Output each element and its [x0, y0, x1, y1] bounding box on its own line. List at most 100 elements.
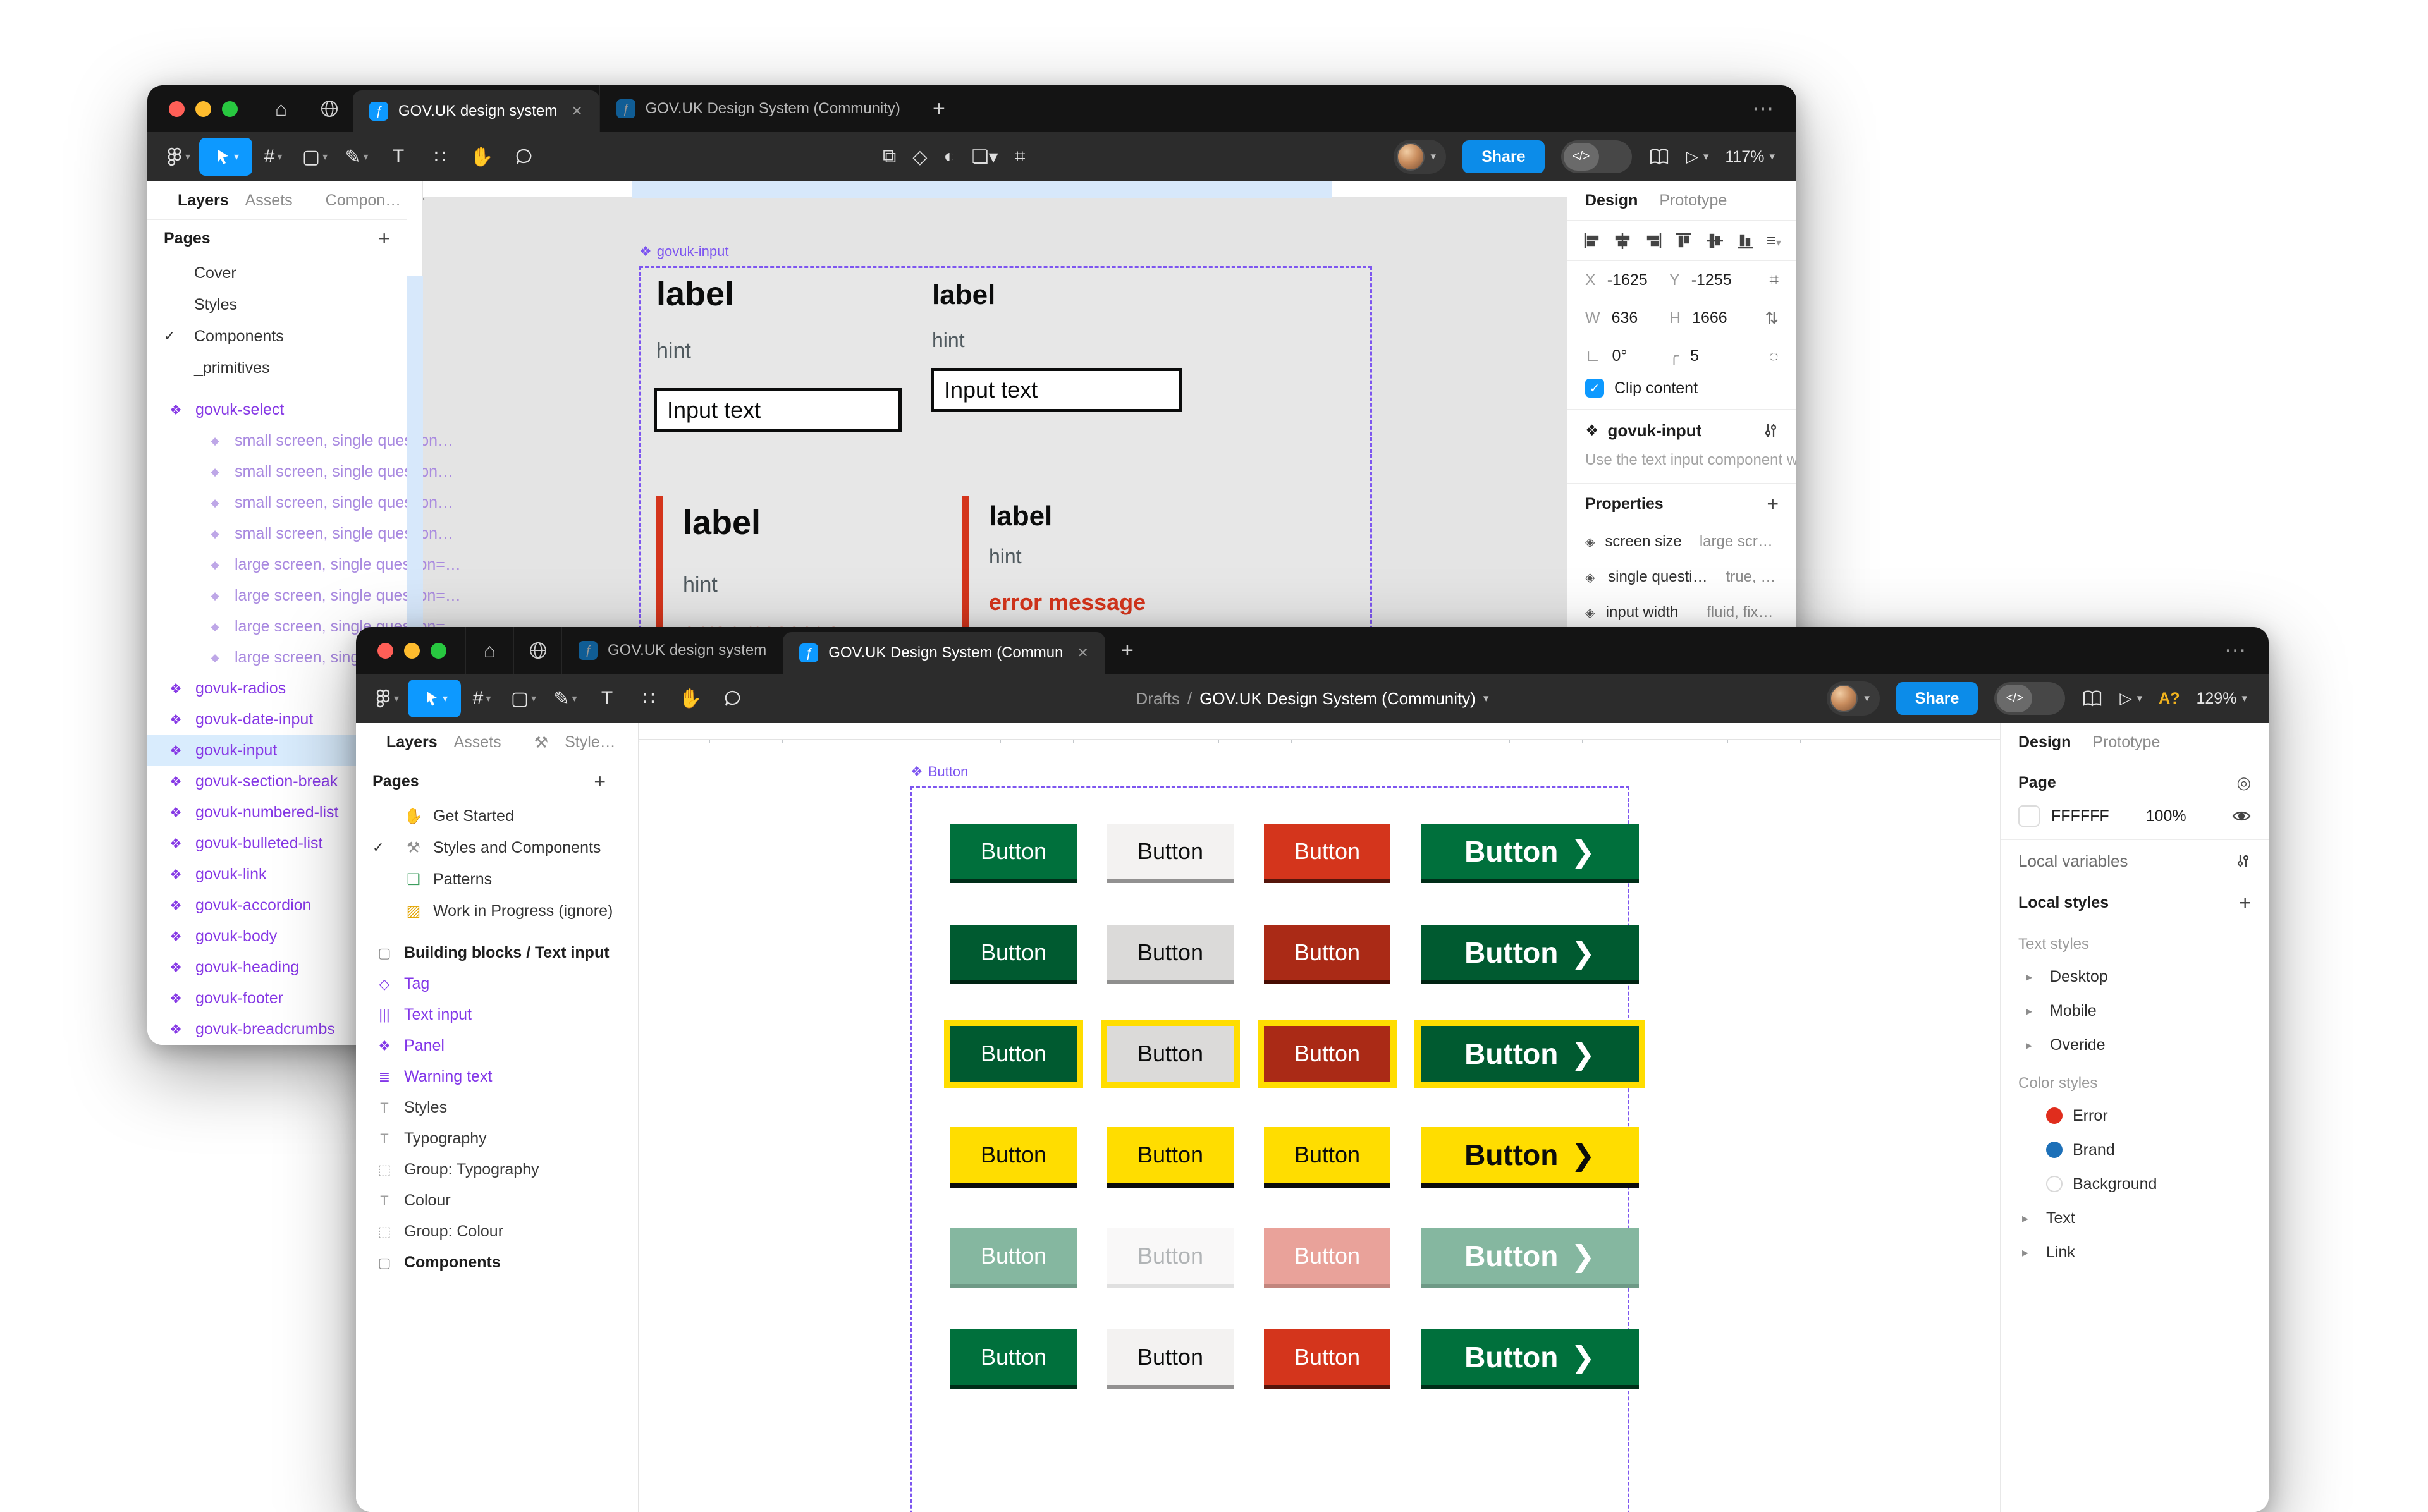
property-row[interactable]: ◈ screen size large screen, sm…: [1567, 524, 1796, 559]
layer-item[interactable]: ❖ govuk-body: [147, 921, 407, 952]
govuk-button[interactable]: Button: [1258, 1020, 1397, 1088]
add-page-button[interactable]: +: [594, 769, 606, 793]
govuk-button[interactable]: Button: [944, 1020, 1083, 1088]
layer-item[interactable]: ⬚ Group: Colour: [356, 1216, 622, 1247]
close-tab-icon[interactable]: ✕: [1077, 645, 1089, 661]
tab-assets[interactable]: Assets: [245, 191, 293, 209]
govuk-button[interactable]: Button: [1107, 1127, 1234, 1183]
govuk-button[interactable]: Button ❯: [1421, 1329, 1639, 1385]
file-tab-govuk-design-system[interactable]: ƒ GOV.UK design system ✕: [353, 90, 599, 132]
fill-hex-value[interactable]: FFFFFF: [2051, 807, 2109, 825]
minimize-window-button[interactable]: [404, 642, 420, 659]
fill-opacity-value[interactable]: 100%: [2145, 807, 2186, 825]
govuk-button[interactable]: Button: [950, 1127, 1077, 1183]
govuk-button[interactable]: Button ❯: [1414, 1020, 1645, 1088]
property-row[interactable]: ◈ input width fluid, fixed width: [1567, 595, 1796, 630]
layer-item[interactable]: ◆ small screen, single question…: [147, 456, 453, 487]
layer-item[interactable]: ◆ large screen, single question=…: [147, 549, 460, 580]
resources-tool-button[interactable]: ∷: [628, 680, 670, 717]
layer-item[interactable]: ❖ govuk-numbered-list: [147, 797, 407, 828]
layer-item[interactable]: ❖ govuk-accordion: [147, 890, 407, 921]
fullscreen-window-button[interactable]: [431, 642, 446, 659]
comment-tool-button[interactable]: [503, 138, 544, 176]
tab-prototype[interactable]: Prototype: [2092, 733, 2161, 751]
layer-item[interactable]: ◆ small screen, single question…: [147, 425, 453, 456]
share-button[interactable]: Share: [1896, 682, 1978, 715]
library-book-icon[interactable]: [1648, 147, 1670, 166]
community-button[interactable]: [513, 627, 561, 674]
dev-mode-toggle[interactable]: </>: [1994, 682, 2066, 715]
expand-arrow-icon[interactable]: ▸: [2026, 970, 2033, 984]
govuk-button[interactable]: Button: [1101, 1020, 1240, 1088]
library-book-icon[interactable]: [2082, 689, 2103, 708]
page-item[interactable]: ▨ Work in Progress (ignore): [356, 895, 622, 927]
govuk-button[interactable]: Button: [1264, 824, 1390, 879]
tab-layers[interactable]: Layers: [178, 191, 229, 209]
expand-arrow-icon[interactable]: ▸: [2026, 1038, 2033, 1052]
page-item[interactable]: ✓ ⚒ Styles and Components: [356, 832, 622, 863]
height-value[interactable]: 1666: [1692, 308, 1727, 327]
govuk-text-input[interactable]: Input text: [931, 368, 1182, 412]
color-style-item[interactable]: Error: [2001, 1099, 2269, 1133]
layer-item[interactable]: ▢ Building blocks / Text input: [356, 937, 622, 968]
dev-resources-icon[interactable]: ⌗: [1014, 146, 1026, 167]
mask-icon[interactable]: ◐: [943, 146, 955, 167]
govuk-button[interactable]: Button: [950, 824, 1077, 879]
file-breadcrumb[interactable]: Drafts / GOV.UK Design System (Community…: [1136, 688, 1489, 708]
zoom-level[interactable]: 117% ▾: [1725, 147, 1775, 166]
govuk-button[interactable]: Button ❯: [1421, 925, 1639, 980]
layer-item[interactable]: ❖ govuk-heading: [147, 952, 407, 983]
edit-object-icon[interactable]: ⧉: [883, 146, 897, 167]
breadcrumb-file-name[interactable]: GOV.UK Design System (Community): [1199, 688, 1476, 708]
home-button[interactable]: ⌂: [465, 627, 513, 674]
tab-components[interactable]: Compon…: [325, 191, 402, 209]
govuk-button[interactable]: Button: [950, 1329, 1077, 1385]
constraints-icon[interactable]: ⌗: [1769, 270, 1779, 289]
layer-item[interactable]: ❖ govuk-section-break: [147, 766, 407, 797]
tab-prototype[interactable]: Prototype: [1659, 192, 1727, 209]
tab-styles[interactable]: Style…: [565, 733, 616, 751]
govuk-button[interactable]: Button ❯: [1421, 824, 1639, 879]
corner-radius-value[interactable]: 5: [1690, 346, 1699, 365]
layer-item[interactable]: ❖ govuk-bulleted-list: [147, 828, 407, 859]
main-menu-button[interactable]: ▾: [366, 680, 408, 717]
apply-variable-icon[interactable]: ◎: [2236, 772, 2251, 792]
new-tab-button[interactable]: +: [932, 96, 945, 121]
govuk-text-input[interactable]: Input text: [654, 388, 902, 432]
govuk-button[interactable]: Button: [1107, 1329, 1234, 1385]
account-menu[interactable]: ▾: [1393, 140, 1447, 174]
canvas[interactable]: ❖ Button Button Button Button Button ❯: [622, 723, 2000, 1512]
dev-mode-toggle[interactable]: </>: [1560, 140, 1632, 173]
shape-tool-button[interactable]: ▢ ▾: [503, 680, 544, 717]
move-tool-button[interactable]: ▾: [408, 680, 461, 717]
page-fill-row[interactable]: FFFFFF 100%: [2001, 803, 2269, 839]
govuk-button[interactable]: Button: [1264, 1329, 1390, 1385]
layer-item[interactable]: ◆ small screen, single question…: [147, 487, 453, 518]
close-window-button[interactable]: [377, 642, 393, 659]
breadcrumb-root[interactable]: Drafts: [1136, 688, 1180, 708]
page-item[interactable]: ✓ Components: [147, 320, 407, 352]
main-menu-button[interactable]: ▾: [157, 138, 199, 176]
text-style-group[interactable]: ▸ Overide: [2001, 1028, 2269, 1062]
traffic-lights[interactable]: [147, 85, 257, 132]
color-style-item[interactable]: ▸ Link: [2001, 1235, 2269, 1269]
layer-item[interactable]: ◆ large screen, single question=…: [147, 580, 460, 611]
expand-arrow-icon[interactable]: ▸: [2022, 1245, 2029, 1260]
local-variables-row[interactable]: Local variables: [2001, 840, 2269, 882]
new-tab-button[interactable]: +: [1120, 638, 1134, 662]
create-component-icon[interactable]: ◇: [912, 146, 928, 168]
page-item[interactable]: _primitives: [147, 352, 407, 384]
layer-item[interactable]: ❖ govuk-select: [147, 394, 407, 425]
govuk-button[interactable]: Button: [1264, 925, 1390, 980]
govuk-button[interactable]: Button: [1264, 1127, 1390, 1183]
align-bottom-icon[interactable]: [1736, 231, 1755, 250]
accessibility-badge[interactable]: A?: [2159, 689, 2180, 707]
component-settings-icon[interactable]: [1762, 422, 1779, 439]
comment-tool-button[interactable]: [711, 680, 753, 717]
text-style-group[interactable]: ▸ Desktop: [2001, 960, 2269, 994]
layer-item[interactable]: ❖ Panel: [356, 1030, 622, 1061]
resources-tool-button[interactable]: ∷: [419, 138, 461, 176]
layer-item[interactable]: ❖ govuk-breadcrumbs: [147, 1014, 407, 1045]
layer-item[interactable]: ▢ Components: [356, 1247, 622, 1278]
independent-corners-icon[interactable]: ◌: [1769, 346, 1779, 365]
